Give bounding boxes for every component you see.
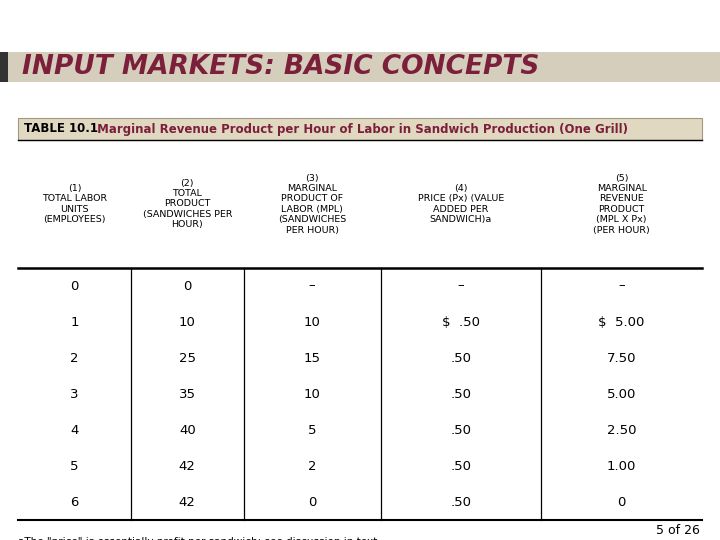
Text: 1: 1 — [70, 315, 78, 328]
Text: 2: 2 — [70, 352, 78, 365]
Text: aThe "price" is essentially profit per sandwich; see discussion in text.: aThe "price" is essentially profit per s… — [18, 537, 381, 540]
Text: (3)
MARGINAL
PRODUCT OF
LABOR (MPL)
(SANDWICHES
PER HOUR): (3) MARGINAL PRODUCT OF LABOR (MPL) (SAN… — [278, 173, 346, 234]
Text: INPUT MARKETS: BASIC CONCEPTS: INPUT MARKETS: BASIC CONCEPTS — [22, 54, 539, 80]
Text: .50: .50 — [451, 460, 472, 472]
Text: 40: 40 — [179, 423, 196, 436]
Bar — [0, 52, 720, 82]
Text: TABLE 10.1: TABLE 10.1 — [24, 123, 98, 136]
Text: $  .50: $ .50 — [442, 315, 480, 328]
Text: $  5.00: $ 5.00 — [598, 315, 645, 328]
Bar — [0, 52, 8, 82]
Text: 42: 42 — [179, 460, 196, 472]
Text: 0: 0 — [618, 496, 626, 509]
Text: 5: 5 — [70, 460, 78, 472]
Text: 25: 25 — [179, 352, 196, 365]
Text: 10: 10 — [179, 315, 196, 328]
Text: 2.50: 2.50 — [607, 423, 636, 436]
Text: 10: 10 — [304, 388, 320, 401]
Text: 2: 2 — [308, 460, 316, 472]
Text: –: – — [309, 280, 315, 293]
Text: .50: .50 — [451, 423, 472, 436]
Text: (1)
TOTAL LABOR
UNITS
(EMPLOYEES): (1) TOTAL LABOR UNITS (EMPLOYEES) — [42, 184, 107, 224]
Text: 7.50: 7.50 — [607, 352, 636, 365]
Text: 10: 10 — [304, 315, 320, 328]
Text: 35: 35 — [179, 388, 196, 401]
Text: 5.00: 5.00 — [607, 388, 636, 401]
Text: 15: 15 — [304, 352, 320, 365]
Text: 3: 3 — [70, 388, 78, 401]
Text: Marginal Revenue Product per Hour of Labor in Sandwich Production (One Grill): Marginal Revenue Product per Hour of Lab… — [93, 123, 628, 136]
Text: 5: 5 — [308, 423, 316, 436]
Text: 0: 0 — [71, 280, 78, 293]
Text: (5)
MARGINAL
REVENUE
PRODUCT
(MPL X Px)
(PER HOUR): (5) MARGINAL REVENUE PRODUCT (MPL X Px) … — [593, 173, 650, 234]
Text: –: – — [458, 280, 464, 293]
Text: .50: .50 — [451, 496, 472, 509]
Text: –: – — [618, 280, 625, 293]
Text: 0: 0 — [308, 496, 316, 509]
Text: .50: .50 — [451, 388, 472, 401]
Text: 4: 4 — [71, 423, 78, 436]
Text: (4)
PRICE (Px) (VALUE
ADDED PER
SANDWICH)a: (4) PRICE (Px) (VALUE ADDED PER SANDWICH… — [418, 184, 504, 224]
Text: 1.00: 1.00 — [607, 460, 636, 472]
Text: (2)
TOTAL
PRODUCT
(SANDWICHES PER
HOUR): (2) TOTAL PRODUCT (SANDWICHES PER HOUR) — [143, 179, 232, 230]
Text: 6: 6 — [71, 496, 78, 509]
Bar — [18, 118, 702, 140]
Text: 42: 42 — [179, 496, 196, 509]
Text: .50: .50 — [451, 352, 472, 365]
Text: 5 of 26: 5 of 26 — [656, 523, 700, 537]
Text: 0: 0 — [183, 280, 192, 293]
